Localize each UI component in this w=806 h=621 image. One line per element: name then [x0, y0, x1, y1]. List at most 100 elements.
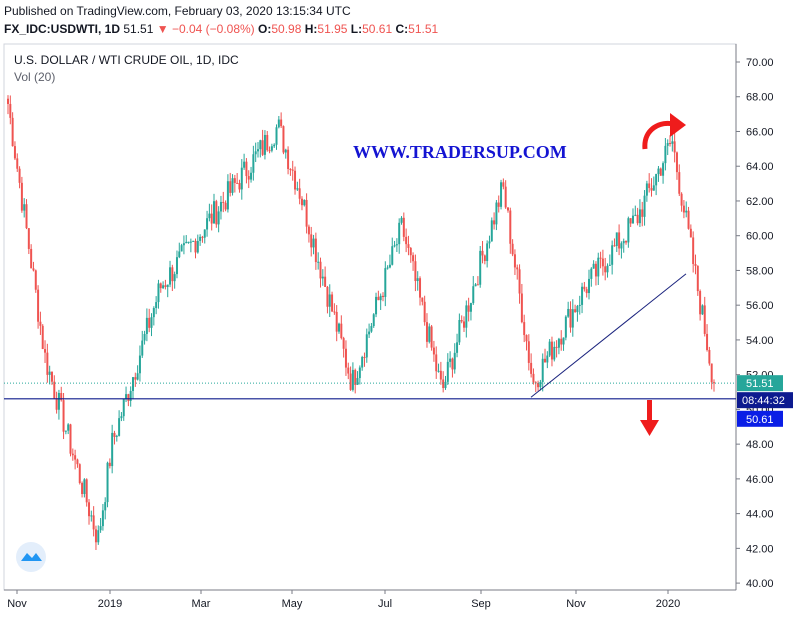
candle-up [567, 308, 570, 317]
candle-up [303, 199, 306, 206]
candle-up [685, 210, 688, 213]
candle-down [511, 243, 514, 255]
candle-up [615, 232, 618, 246]
candle-up [490, 220, 493, 242]
candle-down [11, 117, 14, 147]
low-label: L: [350, 22, 363, 36]
candle-down [305, 199, 308, 227]
candle-down [481, 250, 484, 256]
candle-up [662, 163, 665, 176]
candle-up [557, 338, 560, 348]
candle-up [488, 241, 491, 244]
candle-down [532, 373, 535, 383]
candle-up [541, 358, 544, 382]
candle-up [576, 306, 579, 313]
candle-down [463, 321, 466, 328]
candle-down [414, 261, 417, 282]
candle-up [192, 240, 195, 242]
candle-down [687, 210, 690, 229]
support-price-tag: 50.61 [737, 410, 783, 427]
symbol-name[interactable]: FX_IDC:USDWTI [4, 22, 98, 36]
candle-down [148, 317, 151, 328]
candle-up [115, 435, 118, 437]
y-tick-label: 40.00 [746, 578, 774, 590]
candle-up [97, 530, 100, 543]
candle-down [513, 254, 516, 268]
y-tick-label: 56.00 [746, 300, 774, 312]
candle-up [277, 119, 280, 128]
candle-down [69, 424, 72, 454]
candle-down [641, 209, 644, 217]
interval[interactable]: 1D [104, 22, 121, 36]
x-tick-label: 2019 [98, 598, 122, 610]
candle-down [76, 459, 79, 465]
candle-up [259, 140, 262, 150]
x-tick-label: May [282, 598, 303, 610]
candle-up [263, 134, 266, 155]
candle-down [425, 322, 428, 342]
candle-up [152, 308, 155, 318]
candle-up [243, 161, 246, 168]
candle-up [250, 172, 253, 180]
high-label: H: [304, 22, 318, 36]
candle-up [118, 418, 121, 436]
candle-down [476, 284, 479, 286]
candle-down [699, 291, 702, 315]
candle-up [372, 314, 375, 327]
last-price: 51.51 [123, 22, 154, 36]
y-tick-label: 64.00 [746, 161, 774, 173]
candle-down [261, 140, 264, 155]
y-tick-label: 44.00 [746, 509, 774, 521]
y-tick-label: 60.00 [746, 231, 774, 243]
candle-down [689, 228, 692, 238]
candle-up [627, 218, 630, 243]
candle-down [544, 358, 547, 363]
y-tick-label: 66.00 [746, 126, 774, 138]
candle-up [185, 241, 188, 244]
candle-down [266, 134, 269, 151]
candle-down [673, 141, 676, 153]
published-line: Published on TradingView.com, February 0… [4, 4, 351, 18]
candle-down [703, 305, 706, 334]
candle-down [680, 193, 683, 206]
candle-up [386, 267, 389, 269]
candle-down [493, 220, 496, 225]
candle-up [622, 241, 625, 244]
candle-up [453, 352, 456, 370]
y-tick-label: 68.00 [746, 92, 774, 104]
candle-down [289, 168, 292, 170]
candle-up [365, 334, 368, 358]
candle-up [169, 267, 172, 285]
candle-down [210, 213, 213, 224]
trendline[interactable] [530, 273, 687, 398]
candle-down [310, 234, 313, 248]
candle-up [655, 174, 658, 186]
candle-up [254, 151, 257, 155]
candle-up [275, 127, 278, 145]
candle-down [326, 286, 329, 307]
candle-up [664, 145, 667, 164]
candle-down [134, 377, 137, 380]
candle-up [178, 251, 181, 258]
candle-down [335, 311, 338, 332]
candle-down [604, 266, 607, 273]
candle-up [643, 195, 646, 217]
candle-up [138, 355, 141, 374]
x-tick-label: Mar [192, 598, 211, 610]
candle-down [502, 182, 505, 187]
down-arrow-icon [640, 400, 659, 436]
candle-down [78, 464, 81, 483]
candle-up [166, 284, 169, 287]
candle-down [113, 432, 116, 437]
candle-down [347, 367, 350, 374]
candle-up [157, 283, 160, 303]
candle-up [449, 358, 452, 362]
candle-up [368, 331, 371, 335]
candle-down [527, 341, 530, 363]
candle-down [550, 341, 553, 360]
candle-down [268, 150, 271, 152]
candle-down [574, 309, 577, 313]
candle-down [62, 400, 65, 432]
x-tick-label: 2020 [656, 598, 680, 610]
